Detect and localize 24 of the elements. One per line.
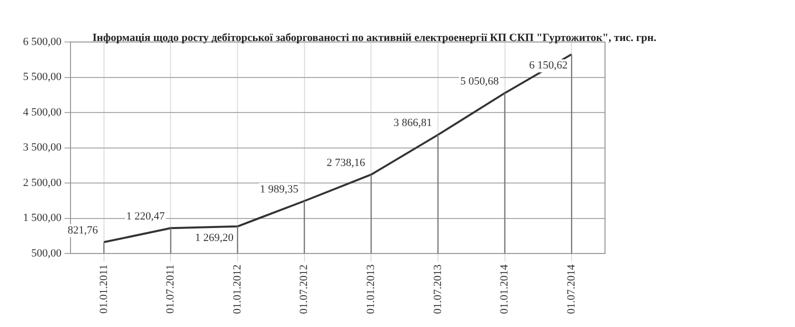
y-tick-label: 2 500,00 — [23, 176, 62, 189]
x-tick-label: 01.01.2014 — [498, 264, 511, 314]
x-tick-label: 01.01.2012 — [231, 264, 244, 314]
x-tick-label: 01.01.2013 — [365, 264, 378, 314]
data-label: 821,76 — [68, 224, 98, 237]
x-tick-label: 01.01.2011 — [98, 264, 110, 314]
chart-title: Інформація щодо росту дебіторської заборгованості по активній електроенергії КП СКП "Гуртожиток", тис. грн. — [92, 32, 657, 44]
y-tick-label: 500,00 — [31, 247, 62, 260]
x-tick-label: 01.07.2014 — [565, 264, 578, 314]
y-tick-label: 3 500,00 — [23, 142, 62, 154]
y-tick-label: 1 500,00 — [23, 212, 62, 224]
data-label: 1 989,35 — [260, 183, 299, 196]
y-tick-label: 4 500,00 — [23, 106, 62, 118]
x-tick-label: 01.07.2012 — [298, 264, 310, 314]
x-tick-label: 01.07.2011 — [164, 264, 177, 314]
data-label: 1 220,47 — [126, 210, 166, 222]
x-tick-label: 01.07.2013 — [432, 264, 444, 314]
data-label: 1 269,20 — [195, 232, 234, 244]
y-tick-label: 5 500,00 — [23, 71, 62, 84]
data-label: 6 150,62 — [529, 60, 568, 72]
data-label: 3 866,81 — [393, 117, 432, 130]
y-tick-label: 6 500,00 — [23, 36, 62, 48]
data-label: 5 050,68 — [460, 75, 500, 88]
data-label: 2 738,16 — [326, 156, 366, 169]
